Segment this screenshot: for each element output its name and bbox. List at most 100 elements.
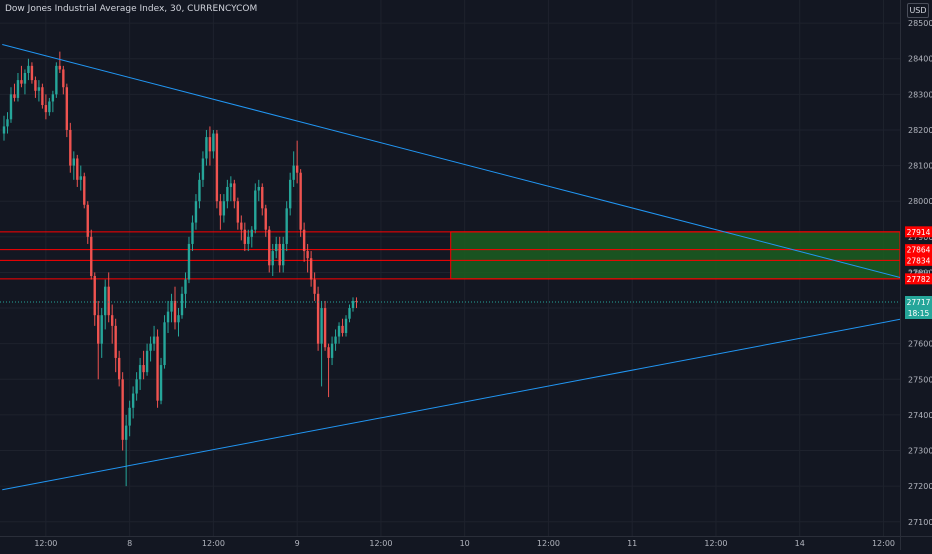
candle-body (184, 279, 187, 294)
candle (278, 236, 281, 273)
candle-body (198, 179, 201, 202)
candle (351, 297, 355, 312)
candle (323, 300, 327, 351)
currency-badge[interactable]: USD (907, 3, 929, 18)
candle-body (76, 158, 79, 180)
candle-body (128, 407, 131, 426)
candle-body (275, 243, 278, 252)
candle (222, 194, 226, 223)
candle (254, 183, 257, 234)
candle (9, 87, 13, 123)
candle (83, 172, 86, 209)
candle-body (219, 201, 222, 216)
candle (135, 372, 138, 401)
price-tick-label: 27100 (908, 518, 932, 527)
level-tag (905, 244, 932, 256)
candle (173, 286, 177, 330)
candle (170, 293, 173, 323)
candle-body (86, 204, 89, 237)
level-tag (905, 254, 932, 266)
candle-body (93, 276, 96, 316)
candle-body (316, 293, 320, 344)
candle-body (97, 315, 100, 344)
candle (208, 126, 212, 166)
candle-body (295, 165, 299, 173)
candle-body (83, 176, 86, 205)
candle-body (23, 72, 27, 84)
candle-body (65, 87, 69, 130)
candle (93, 272, 96, 326)
candle-body (170, 300, 173, 312)
candle-body (309, 258, 313, 280)
candle-body (114, 325, 117, 358)
candle (76, 154, 79, 187)
candle (142, 350, 145, 380)
candle (156, 329, 159, 408)
price-axis[interactable]: 2710027200273002740027500276002770027800… (900, 0, 932, 550)
candle (229, 176, 233, 202)
candle-body (145, 350, 149, 373)
price-tick-label: 28500 (908, 19, 932, 28)
candle-body (9, 94, 13, 120)
candle (261, 183, 264, 216)
candle-body (254, 190, 257, 230)
candle (177, 308, 180, 337)
time-axis[interactable]: 12:00 8 12:00 9 12:00 10 12:00 11 12:00 14 12:00 (0, 536, 932, 550)
candle (2, 115, 6, 141)
candle (124, 414, 128, 487)
time-tick-label: 14 (795, 539, 805, 548)
candle-body (341, 325, 344, 333)
candle-body (302, 229, 306, 252)
candle-body (226, 186, 229, 202)
candle-body (337, 325, 341, 337)
level-tag-label: 27864 (907, 246, 931, 255)
chart-title: Dow Jones Industrial Average Index, 30, … (5, 4, 258, 14)
candle-body (166, 311, 170, 323)
candle-body (264, 208, 267, 230)
candle-body (156, 336, 159, 401)
candle (48, 97, 51, 116)
candle-body (135, 379, 138, 394)
candle-body (30, 65, 34, 81)
level-tag (905, 273, 932, 285)
candle (327, 343, 330, 398)
candle (275, 236, 278, 259)
candle-body (247, 236, 250, 244)
candle (212, 129, 215, 159)
candle (264, 204, 267, 237)
candle-body (191, 222, 194, 244)
price-tick-label: 27800 (908, 268, 932, 277)
candle (62, 65, 65, 95)
candle (226, 179, 229, 209)
candle (334, 329, 337, 351)
candle-body (48, 101, 51, 113)
green-zone (450, 231, 901, 280)
descending-trendline (2, 44, 922, 284)
candle (100, 308, 103, 358)
candle-body (240, 222, 243, 230)
level-tag-label: 27782 (907, 275, 931, 284)
candle-body (288, 179, 292, 209)
candle (306, 243, 309, 273)
candle (121, 372, 124, 451)
candle (330, 336, 334, 366)
time-tick-label: 9 (295, 539, 300, 548)
level-tag-label: 27834 (907, 256, 931, 265)
time-tick-label: 12:00 (872, 539, 895, 548)
candle-body (250, 229, 253, 237)
candle-body (44, 105, 48, 113)
candle-body (37, 87, 41, 91)
candle-body (344, 318, 348, 333)
candle (86, 201, 89, 244)
candle-body (34, 80, 37, 91)
time-tick-label: 12:00 (537, 539, 560, 548)
trendlines[interactable] (2, 44, 922, 491)
price-tick-label: 28100 (908, 162, 932, 171)
candle (13, 83, 16, 102)
candle-body (159, 365, 163, 401)
candle-body (229, 183, 233, 187)
candle (282, 236, 285, 273)
candle-body (201, 158, 205, 180)
